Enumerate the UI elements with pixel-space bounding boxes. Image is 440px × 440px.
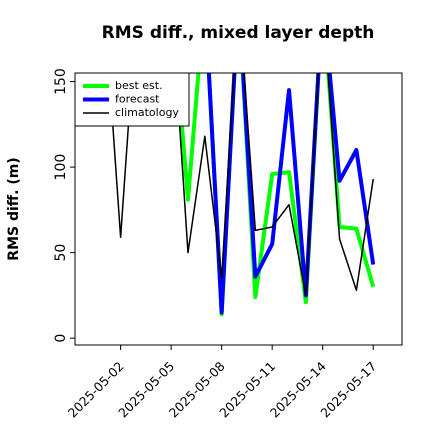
y-tick-label: 150	[53, 68, 69, 95]
legend-label: climatology	[115, 106, 179, 119]
plot-area	[108, 73, 376, 317]
y-tick-label: 0	[53, 334, 69, 343]
series-line	[108, 73, 374, 297]
y-tick-label: 100	[53, 154, 69, 181]
legend-label: best est.	[115, 79, 163, 92]
axes-frame	[74, 72, 403, 346]
y-axis-label: RMS diff. (m)	[6, 157, 22, 260]
y-tick-label: 50	[53, 244, 69, 262]
chart-title: RMS diff., mixed layer depth	[102, 23, 375, 43]
legend-label: forecast	[115, 93, 160, 106]
series-line	[175, 73, 376, 317]
